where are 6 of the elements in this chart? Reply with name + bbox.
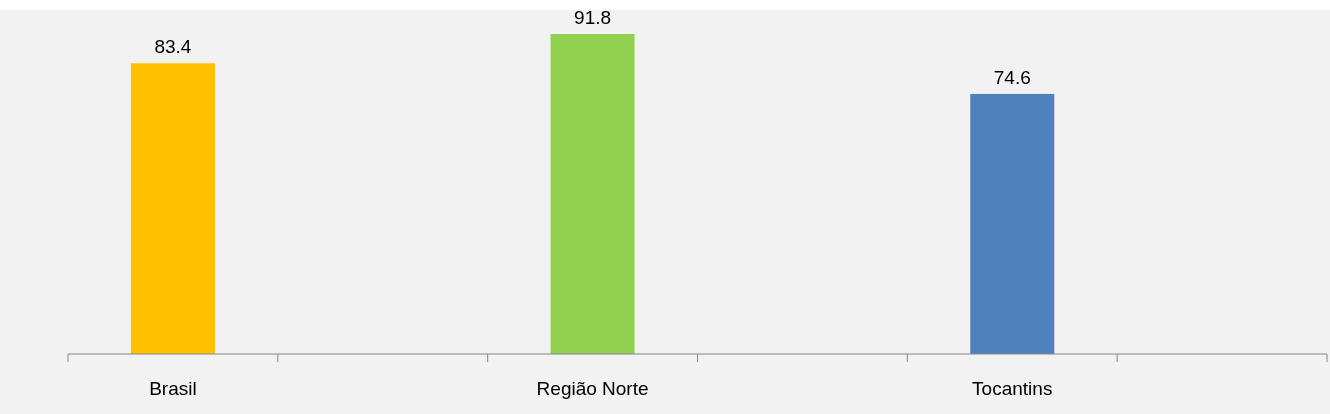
x-tick-label: Tocantins — [972, 378, 1053, 399]
x-tick-label: Brasil — [149, 378, 197, 399]
data-label: 83.4 — [154, 36, 192, 58]
data-label: 91.8 — [574, 7, 612, 28]
x-tick-label: Região Norte — [536, 378, 649, 399]
data-label: 74.6 — [993, 66, 1031, 88]
